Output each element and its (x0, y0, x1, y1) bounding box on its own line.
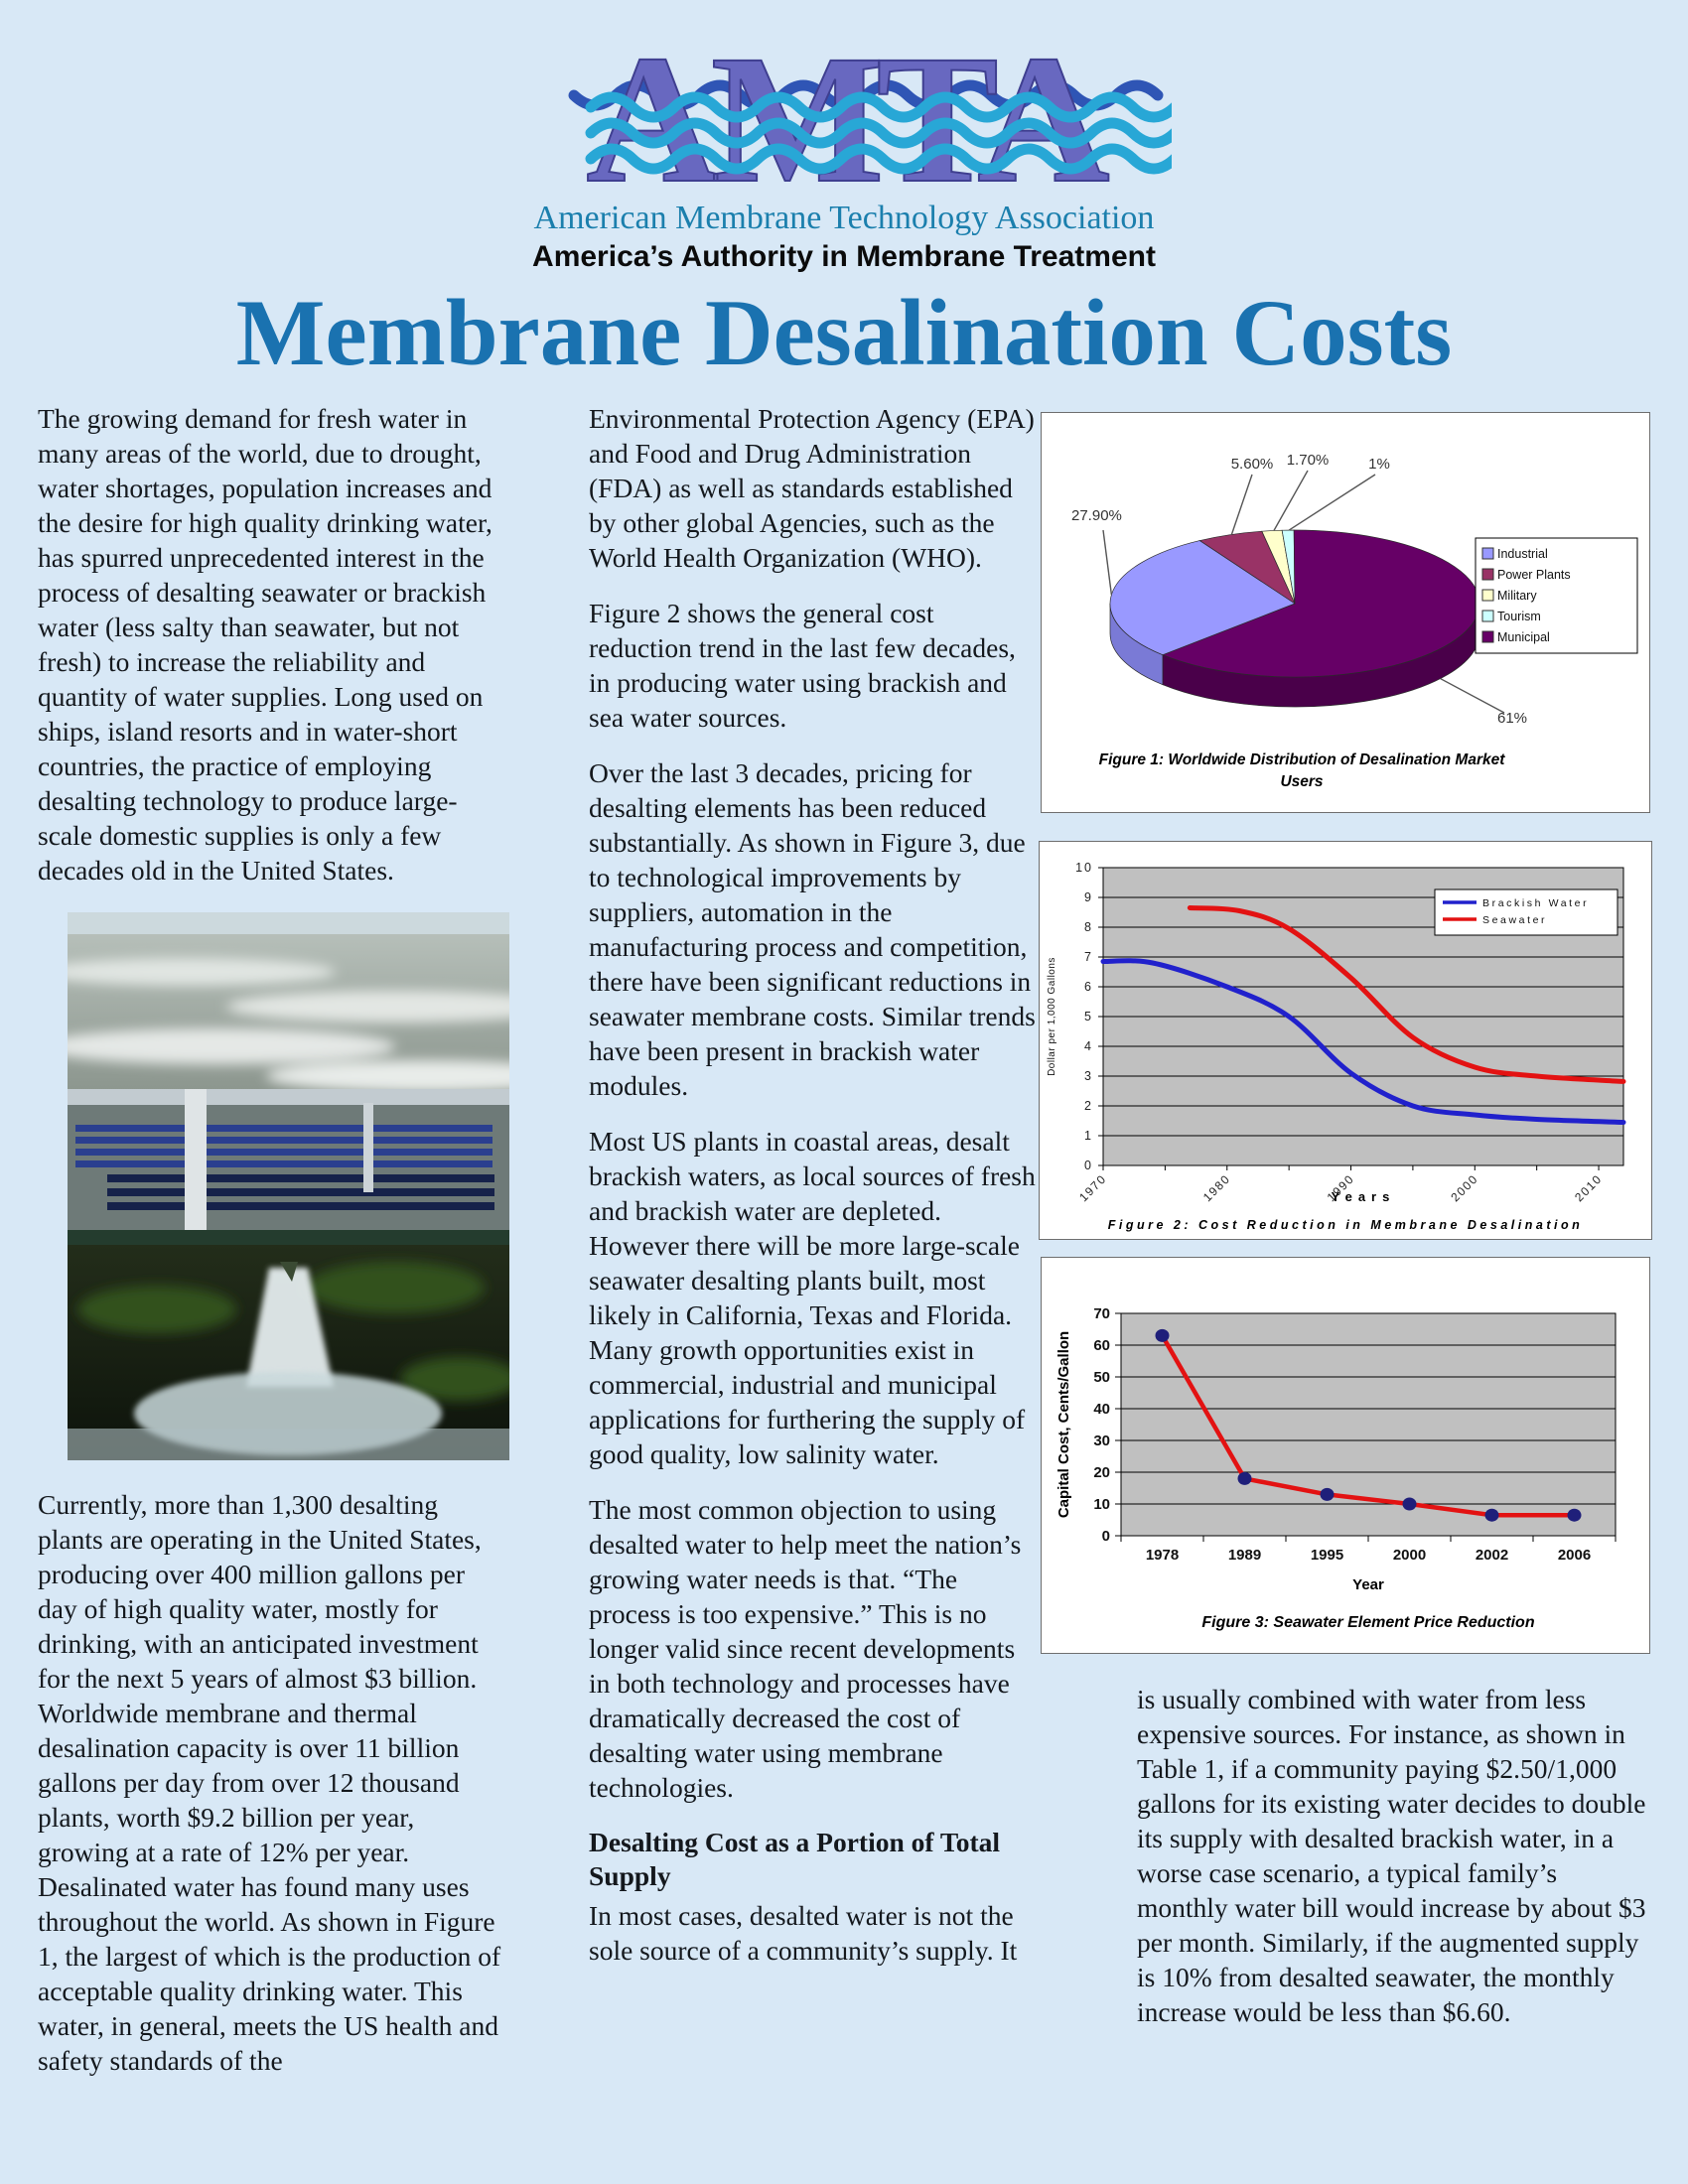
svg-text:1.70%: 1.70% (1287, 452, 1330, 469)
figure3-line-svg: 0 10 20 30 40 50 60 70 1978 1989 1995 2000 2002 2006 C… (1055, 1305, 1617, 1631)
svg-text:20: 20 (1093, 1464, 1110, 1481)
figure1-pie-svg: 27.90% 5.60% 1.70% 1% 61% Industrial Power Pla… (1071, 452, 1638, 790)
paragraph: Over the last 3 decades, pricing for des… (589, 757, 1036, 1101)
right-column: is usually combined with water from less… (1137, 1682, 1651, 2050)
paragraph: The growing demand for fresh water in ma… (38, 403, 492, 886)
svg-text:1980: 1980 (1200, 1171, 1233, 1204)
svg-text:1: 1 (1084, 1129, 1093, 1143)
svg-text:Users: Users (1280, 773, 1323, 790)
svg-text:27.90%: 27.90% (1071, 507, 1122, 524)
amta-wave-cyan-1-icon (585, 91, 1181, 123)
svg-text:10: 10 (1075, 861, 1093, 875)
svg-text:2002: 2002 (1476, 1547, 1508, 1564)
svg-text:5.60%: 5.60% (1231, 456, 1274, 473)
svg-text:Brackish Water: Brackish Water (1482, 897, 1589, 909)
header: AMTA American Membrane Technology Associ… (0, 17, 1688, 274)
section-heading: Desalting Cost as a Portion of Total Sup… (589, 1827, 1001, 1891)
svg-text:10: 10 (1093, 1496, 1110, 1513)
amta-wave-cyan-2-icon (585, 117, 1181, 149)
organization-tagline: America’s Authority in Membrane Treatmen… (532, 240, 1156, 273)
svg-text:Capital Cost, Cents/Gallon: Capital Cost, Cents/Gallon (1055, 1331, 1072, 1518)
svg-text:50: 50 (1093, 1369, 1110, 1386)
figure2-line-chart: 0 1 2 3 4 5 6 7 8 9 10 1970 1980 1990 2000 2010 Brackish… (1039, 841, 1652, 1240)
left-column: The growing demand for fresh water in ma… (38, 401, 509, 2099)
svg-text:1989: 1989 (1228, 1547, 1261, 1564)
page-title: Membrane Desalination Costs (235, 280, 1453, 385)
svg-text:9: 9 (1084, 890, 1093, 904)
svg-text:8: 8 (1084, 920, 1093, 934)
paragraph: Figure 2 shows the general cost reductio… (589, 598, 1016, 733)
svg-text:1%: 1% (1368, 456, 1390, 473)
svg-text:40: 40 (1093, 1401, 1110, 1418)
svg-text:2000: 2000 (1448, 1171, 1480, 1204)
svg-text:2010: 2010 (1572, 1171, 1605, 1204)
organization-name: American Membrane Technology Association (533, 200, 1155, 236)
svg-text:6: 6 (1084, 980, 1093, 994)
paragraph: Environmental Protection Agency (EPA) an… (589, 403, 1035, 573)
svg-text:30: 30 (1093, 1433, 1110, 1449)
svg-text:1995: 1995 (1311, 1547, 1343, 1564)
svg-text:2000: 2000 (1393, 1547, 1426, 1564)
amta-logo: AMTA (568, 17, 1181, 222)
svg-text:Power Plants: Power Plants (1497, 568, 1571, 582)
desalination-photo-montage (68, 912, 509, 1460)
svg-text:Seawater: Seawater (1482, 914, 1547, 926)
svg-text:1978: 1978 (1146, 1547, 1179, 1564)
svg-text:5: 5 (1084, 1010, 1093, 1024)
svg-text:1970: 1970 (1076, 1171, 1109, 1204)
paragraph: The most common objection to using desal… (589, 1494, 1022, 1803)
amta-wave-cyan-3-icon (585, 143, 1181, 175)
svg-text:Municipal: Municipal (1497, 630, 1550, 644)
svg-text:2006: 2006 (1558, 1547, 1591, 1564)
svg-text:7: 7 (1084, 950, 1093, 964)
svg-text:Industrial: Industrial (1497, 547, 1548, 561)
figure1-pie-chart: 27.90% 5.60% 1.70% 1% 61% Industrial Power Pla… (1041, 412, 1650, 813)
svg-text:0: 0 (1084, 1159, 1093, 1172)
paragraph: Currently, more than 1,300 desalting pla… (38, 1489, 501, 2076)
svg-text:3: 3 (1084, 1069, 1093, 1083)
figure3-line-chart: 0 10 20 30 40 50 60 70 1978 1989 1995 2000 2002 2006 C… (1041, 1257, 1650, 1654)
svg-text:2: 2 (1084, 1099, 1093, 1113)
svg-text:61%: 61% (1497, 710, 1527, 727)
svg-text:60: 60 (1093, 1337, 1110, 1354)
svg-text:Tourism: Tourism (1497, 610, 1541, 623)
paragraph: is usually combined with water from less… (1137, 1684, 1646, 2027)
svg-text:Year: Year (1352, 1576, 1384, 1593)
svg-text:Figure 2: Cost Reduction in Me: Figure 2: Cost Reduction in Membrane Des… (1108, 1218, 1583, 1232)
svg-text:70: 70 (1093, 1305, 1110, 1322)
middle-column: Environmental Protection Agency (EPA) an… (589, 401, 1038, 1988)
svg-text:0: 0 (1102, 1528, 1110, 1545)
svg-text:Dollar per 1,000 Gallons: Dollar per 1,000 Gallons (1047, 957, 1057, 1076)
svg-text:Years: Years (1332, 1189, 1396, 1204)
svg-text:Figure 3: Seawater Element Pri: Figure 3: Seawater Element Price Reducti… (1201, 1614, 1534, 1631)
paragraph: In most cases, desalted water is not the… (589, 1900, 1018, 1966)
svg-text:4: 4 (1084, 1039, 1093, 1053)
svg-text:Military: Military (1497, 589, 1537, 603)
paragraph: Most US plants in coastal areas, desalt … (589, 1126, 1036, 1469)
svg-text:Figure 1: Worldwide Distributi: Figure 1: Worldwide Distribution of Desa… (1099, 751, 1506, 768)
